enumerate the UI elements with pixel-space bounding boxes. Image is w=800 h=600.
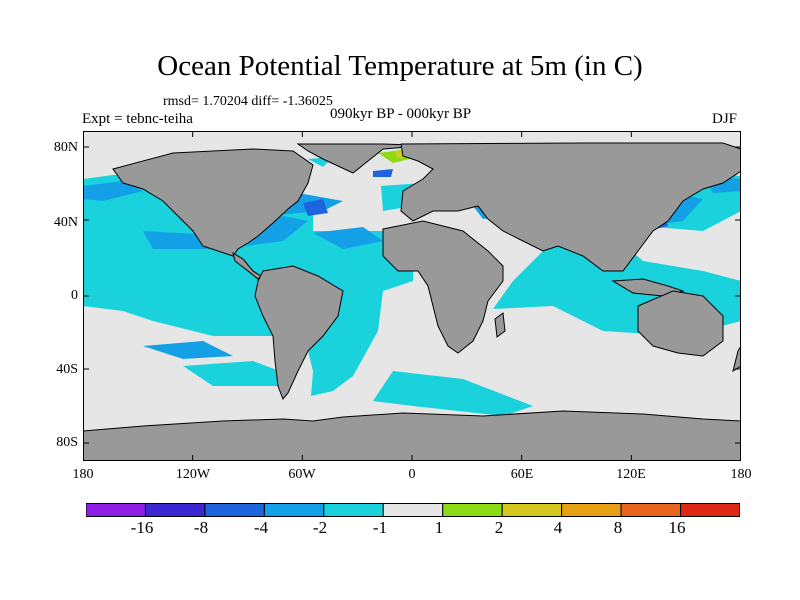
temperature-map (83, 131, 741, 461)
colorbar (86, 503, 740, 517)
x-tick-180e: 180 (730, 467, 752, 482)
colorbar-box (263, 503, 325, 517)
colorbar-label: 4 (553, 518, 563, 537)
colorbar-box (620, 503, 682, 517)
y-tick-0: 0 (71, 288, 78, 303)
colorbar-label: -4 (253, 518, 269, 537)
x-tick-120w: 120W (175, 467, 211, 482)
colorbar-box (144, 503, 206, 517)
colorbar-label: -16 (130, 518, 154, 537)
colorbar-label: 8 (613, 518, 623, 537)
colorbar-label: 16 (668, 518, 686, 537)
x-tick-120e: 120E (616, 467, 646, 482)
colorbar-label: -2 (312, 518, 328, 537)
colorbar-label: -1 (372, 518, 388, 537)
colorbar-box (86, 503, 146, 517)
x-tick-60w: 60W (288, 467, 316, 482)
y-tick-40s: 40S (56, 362, 78, 377)
colorbar-box (501, 503, 563, 517)
colorbar-box (561, 503, 622, 517)
colorbar-label: 2 (494, 518, 504, 537)
y-tick-80n: 80N (53, 140, 78, 155)
x-tick-0: 0 (408, 467, 416, 482)
stats-text: rmsd= 1.70204 diff= -1.36025 (163, 94, 333, 109)
experiment-label: Expt = tebnc-teiha (82, 111, 193, 127)
y-tick-80s: 80S (56, 435, 78, 450)
chart-title: Ocean Potential Temperature at 5m (in C) (157, 50, 643, 82)
colorbar-box (204, 503, 265, 517)
colorbar-box (680, 503, 740, 517)
colorbar-box (442, 503, 503, 517)
colorbar-label: 1 (434, 518, 444, 537)
colorbar-box (323, 503, 384, 517)
colorbar-label: -8 (193, 518, 209, 537)
x-tick-60e: 60E (510, 467, 534, 482)
colorbar-box (382, 503, 444, 517)
y-tick-40n: 40N (53, 215, 78, 230)
x-tick-180w: 180 (72, 467, 94, 482)
season-label: DJF (712, 111, 738, 127)
period-label: 090kyr BP - 000kyr BP (330, 106, 472, 122)
